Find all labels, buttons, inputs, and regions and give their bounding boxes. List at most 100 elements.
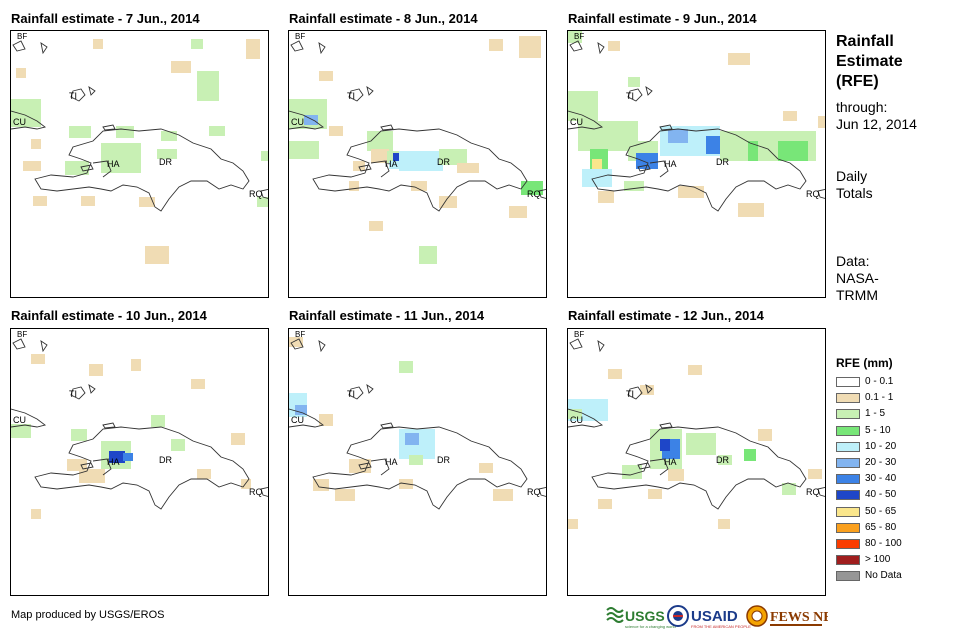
coastline	[12, 338, 26, 350]
rain-cell	[419, 246, 437, 264]
panel-title-1: Rainfall estimate - 7 Jun., 2014	[11, 11, 200, 26]
fews-wordmark: FEWS NET	[770, 610, 828, 625]
rain-cell	[411, 181, 427, 191]
legend-swatch	[836, 539, 860, 549]
panel-title-4: Rainfall estimate - 10 Jun., 2014	[11, 308, 207, 323]
data-source-block: Data: NASA- TRMM	[836, 253, 879, 304]
rain-cell	[257, 197, 268, 207]
rain-cell	[11, 424, 31, 438]
rain-cell	[568, 31, 582, 43]
rain-cell	[808, 469, 822, 479]
rain-cell	[744, 449, 756, 461]
country-label-cu: CU	[570, 415, 583, 425]
country-label-cu: CU	[13, 415, 26, 425]
totals-line1: Daily	[836, 168, 868, 184]
through-block: through: Jun 12, 2014	[836, 99, 917, 133]
map-canvas: BF CU TI HA DR RQ	[11, 330, 268, 519]
legend-swatch	[836, 393, 860, 404]
coastline	[40, 340, 48, 353]
rain-cell	[31, 354, 45, 364]
legend-swatch	[836, 441, 860, 452]
rain-cell	[728, 53, 750, 65]
coastline	[637, 164, 651, 172]
rain-cell	[191, 379, 205, 389]
rain-cell	[758, 429, 772, 441]
country-label-rq: RQ	[249, 189, 263, 199]
coastline	[817, 486, 825, 497]
rain-cell	[151, 415, 165, 427]
rain-cell	[171, 61, 191, 73]
country-label-cu: CU	[570, 117, 583, 127]
rain-cell	[718, 455, 732, 465]
legend-title: RFE (mm)	[836, 356, 893, 370]
coastline	[568, 408, 604, 428]
coastline	[358, 164, 372, 172]
rain-cell	[289, 141, 319, 159]
legend-label: 20 - 30	[865, 457, 897, 468]
rain-cell	[738, 203, 764, 217]
coastline	[538, 486, 546, 497]
country-label-bf: BF	[574, 32, 584, 41]
coastline	[318, 340, 326, 353]
legend-label: 30 - 40	[865, 473, 897, 485]
coastline	[92, 458, 112, 476]
rain-cell	[782, 483, 796, 495]
rfe-title-line1: Rainfall	[836, 33, 894, 50]
totals-line2: Totals	[836, 185, 873, 201]
usaid-tagline: FROM THE AMERICAN PEOPLE	[691, 624, 751, 629]
coastline	[289, 110, 325, 130]
coastline	[591, 426, 807, 510]
rainfall-map-jun-7: BF CU TI HA DR RQ	[10, 30, 269, 298]
country-label-ha: HA	[664, 457, 677, 467]
coastline	[312, 128, 528, 212]
rain-cell	[688, 365, 702, 375]
legend-swatch	[836, 490, 860, 501]
rain-cell	[568, 409, 582, 419]
rain-cell	[367, 131, 393, 151]
rain-cell	[636, 153, 658, 169]
country-label-cu: CU	[291, 415, 304, 425]
panel-title-6: Rainfall estimate - 12 Jun., 2014	[568, 308, 764, 323]
rain-cell	[191, 39, 203, 49]
coastline	[80, 462, 94, 470]
coastline	[102, 124, 116, 131]
coastline	[40, 42, 48, 55]
rain-cell	[131, 359, 141, 371]
rain-cell	[171, 439, 185, 451]
country-label-bf: BF	[574, 330, 584, 339]
coastline	[290, 338, 304, 350]
rfe-title-line2: Estimate	[836, 53, 903, 70]
coastline	[568, 110, 604, 130]
country-label-ha: HA	[385, 457, 398, 467]
coastline	[366, 383, 374, 394]
rain-cell	[295, 405, 307, 415]
legend-swatch	[836, 409, 860, 420]
rain-cell	[101, 143, 141, 173]
rain-cell	[197, 469, 211, 479]
rfe-title: Rainfall Estimate (RFE)	[836, 32, 903, 92]
rain-cell	[353, 161, 365, 171]
coastline	[348, 386, 364, 400]
legend-swatch	[836, 506, 860, 517]
country-label-ti: TI	[626, 389, 634, 399]
rain-cell	[678, 186, 704, 198]
rain-cell	[608, 41, 620, 51]
rain-cell	[304, 115, 318, 125]
rain-cell	[161, 131, 177, 141]
country-label-rq: RQ	[249, 487, 263, 497]
legend-label: 0.1 - 1	[865, 392, 894, 404]
country-label-rq: RQ	[527, 487, 541, 497]
legend-swatch	[836, 377, 860, 387]
rain-cell	[371, 149, 389, 163]
country-label-cu: CU	[13, 117, 26, 127]
map-canvas: BF CU TI HA DR RQ	[289, 32, 546, 264]
country-label-ha: HA	[664, 159, 677, 169]
country-label-ti: TI	[626, 91, 634, 101]
rainfall-map-jun-8: BF CU TI HA DR RQ	[288, 30, 547, 298]
country-label-dr: DR	[716, 455, 729, 465]
rain-cell	[718, 519, 730, 529]
through-label: through:	[836, 99, 888, 115]
rain-cell	[261, 151, 268, 161]
rain-cell	[319, 414, 333, 426]
coastline	[370, 160, 390, 178]
